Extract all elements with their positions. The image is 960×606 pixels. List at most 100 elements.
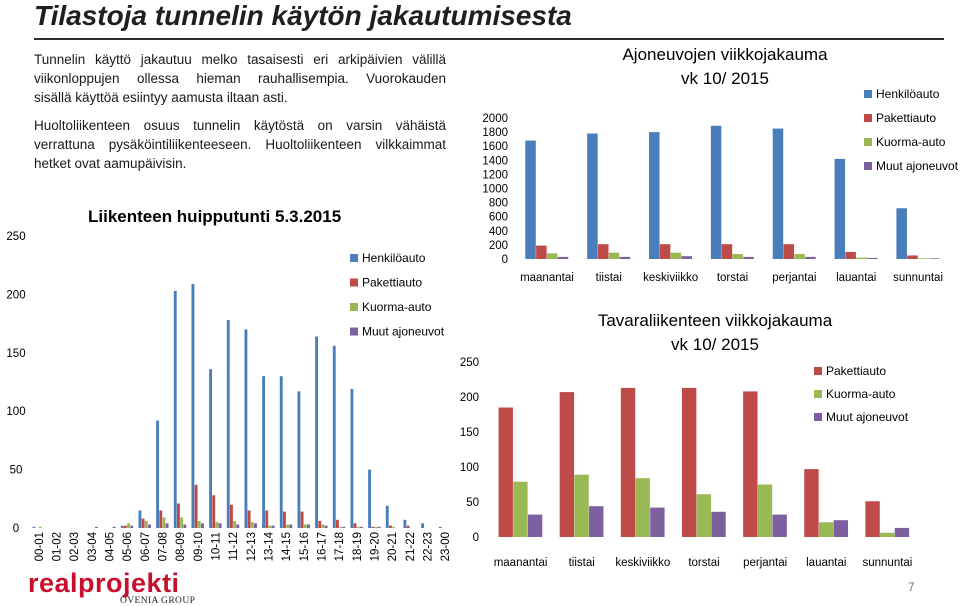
bar [880,532,895,537]
bar [635,478,650,537]
x-tick-label: perjantai [772,272,816,284]
bar [176,503,180,528]
bar [732,254,744,259]
x-tick-label: lauantai [836,272,876,284]
x-tick-label: 15-16 [299,532,311,561]
bar [867,257,878,259]
bar [894,527,910,537]
bar [38,526,42,528]
bar [282,511,286,528]
bar [159,510,163,528]
bar [620,387,636,537]
company-logo: realprojekti OVENIA GROUP [28,568,200,606]
bar [833,520,848,537]
legend-entry: Henkilöauto [876,87,940,101]
x-tick-label: keskiviikko [643,272,698,284]
bar [123,525,127,528]
bar [385,505,389,528]
legend-entry: Muut ajoneuvot [826,410,909,424]
y-tick-label: 1200 [482,169,508,181]
y-tick-label: 1400 [482,155,508,167]
bar [212,495,216,528]
y-tick-label: 200 [460,392,479,404]
bar [711,511,726,537]
bar [360,526,363,528]
bar [324,525,328,528]
bar [681,256,692,259]
x-tick-label: maanantai [520,272,574,284]
bar [156,420,160,528]
legend-swatch [350,278,358,287]
bar [845,251,856,259]
title-underline [34,38,944,40]
chart-title: vk 10/ 2015 [681,69,769,88]
bar [856,257,867,259]
y-tick-label: 250 [460,357,479,369]
y-tick-label: 1000 [482,184,508,196]
logo-subtext: OVENIA GROUP [120,596,196,606]
x-tick-label: 03-04 [87,531,99,561]
bar [332,345,336,528]
bar [335,519,339,528]
bar [201,523,204,528]
intro-paragraph: Tunnelin käyttö jakautuu melko tasaisest… [34,50,446,107]
y-tick-label: 50 [466,497,479,509]
legend-swatch [350,303,358,311]
bar [498,407,513,537]
bar [286,524,290,528]
bar [710,125,722,259]
bar [772,128,784,259]
bar [247,510,251,528]
x-tick-label: maanantai [494,557,548,569]
bar [648,132,660,259]
chart-title: Liikenteen huipputunti 5.3.2015 [88,207,341,226]
bar [197,520,201,528]
y-tick-label: 50 [10,465,23,477]
bar [303,524,307,528]
chart-title: Tavaraliikenteen viikkojakauma [598,311,833,330]
chart-title: Ajoneuvojen viikkojakauma [622,45,828,64]
x-tick-label: 20-21 [387,532,399,561]
bar [268,525,272,528]
bar [215,522,219,528]
bar [918,258,929,259]
x-tick-label: torstai [688,557,719,569]
x-tick-label: 09-10 [193,532,205,561]
bar [559,392,575,537]
legend-swatch [814,413,822,421]
paragraph-line: Huoltoliikenteen osuus tunnelin käytöstä… [34,118,446,133]
bar [377,526,381,528]
x-tick-label: 17-18 [334,532,346,561]
service-traffic-paragraph: Huoltoliikenteen osuus tunnelin käytöstä… [34,116,446,173]
bar [95,526,98,528]
chart-title: vk 10/ 2015 [671,335,759,354]
x-tick-label: perjantai [743,557,787,569]
bar [374,526,378,528]
bar [757,484,773,537]
legend-swatch [864,90,872,98]
bar [148,524,151,528]
bar [162,517,166,528]
bar [165,523,169,528]
y-tick-label: 1600 [482,141,508,153]
bar [194,484,198,528]
bar [307,524,310,528]
x-tick-label: 16-17 [317,532,329,561]
bar [406,525,410,528]
legend-swatch [864,138,872,146]
y-tick-label: 200 [489,240,508,252]
bar [743,391,758,537]
bar [127,523,131,528]
legend-entry: Muut ajoneuvot [362,325,445,339]
x-tick-label: torstai [717,272,748,284]
y-tick-label: 1800 [482,127,508,139]
bar [144,520,148,528]
bar [527,514,543,537]
bar [218,523,222,528]
bar [783,244,795,259]
bar [403,519,407,528]
page-number: 7 [908,580,915,594]
bar [670,252,682,259]
bar [804,469,819,537]
